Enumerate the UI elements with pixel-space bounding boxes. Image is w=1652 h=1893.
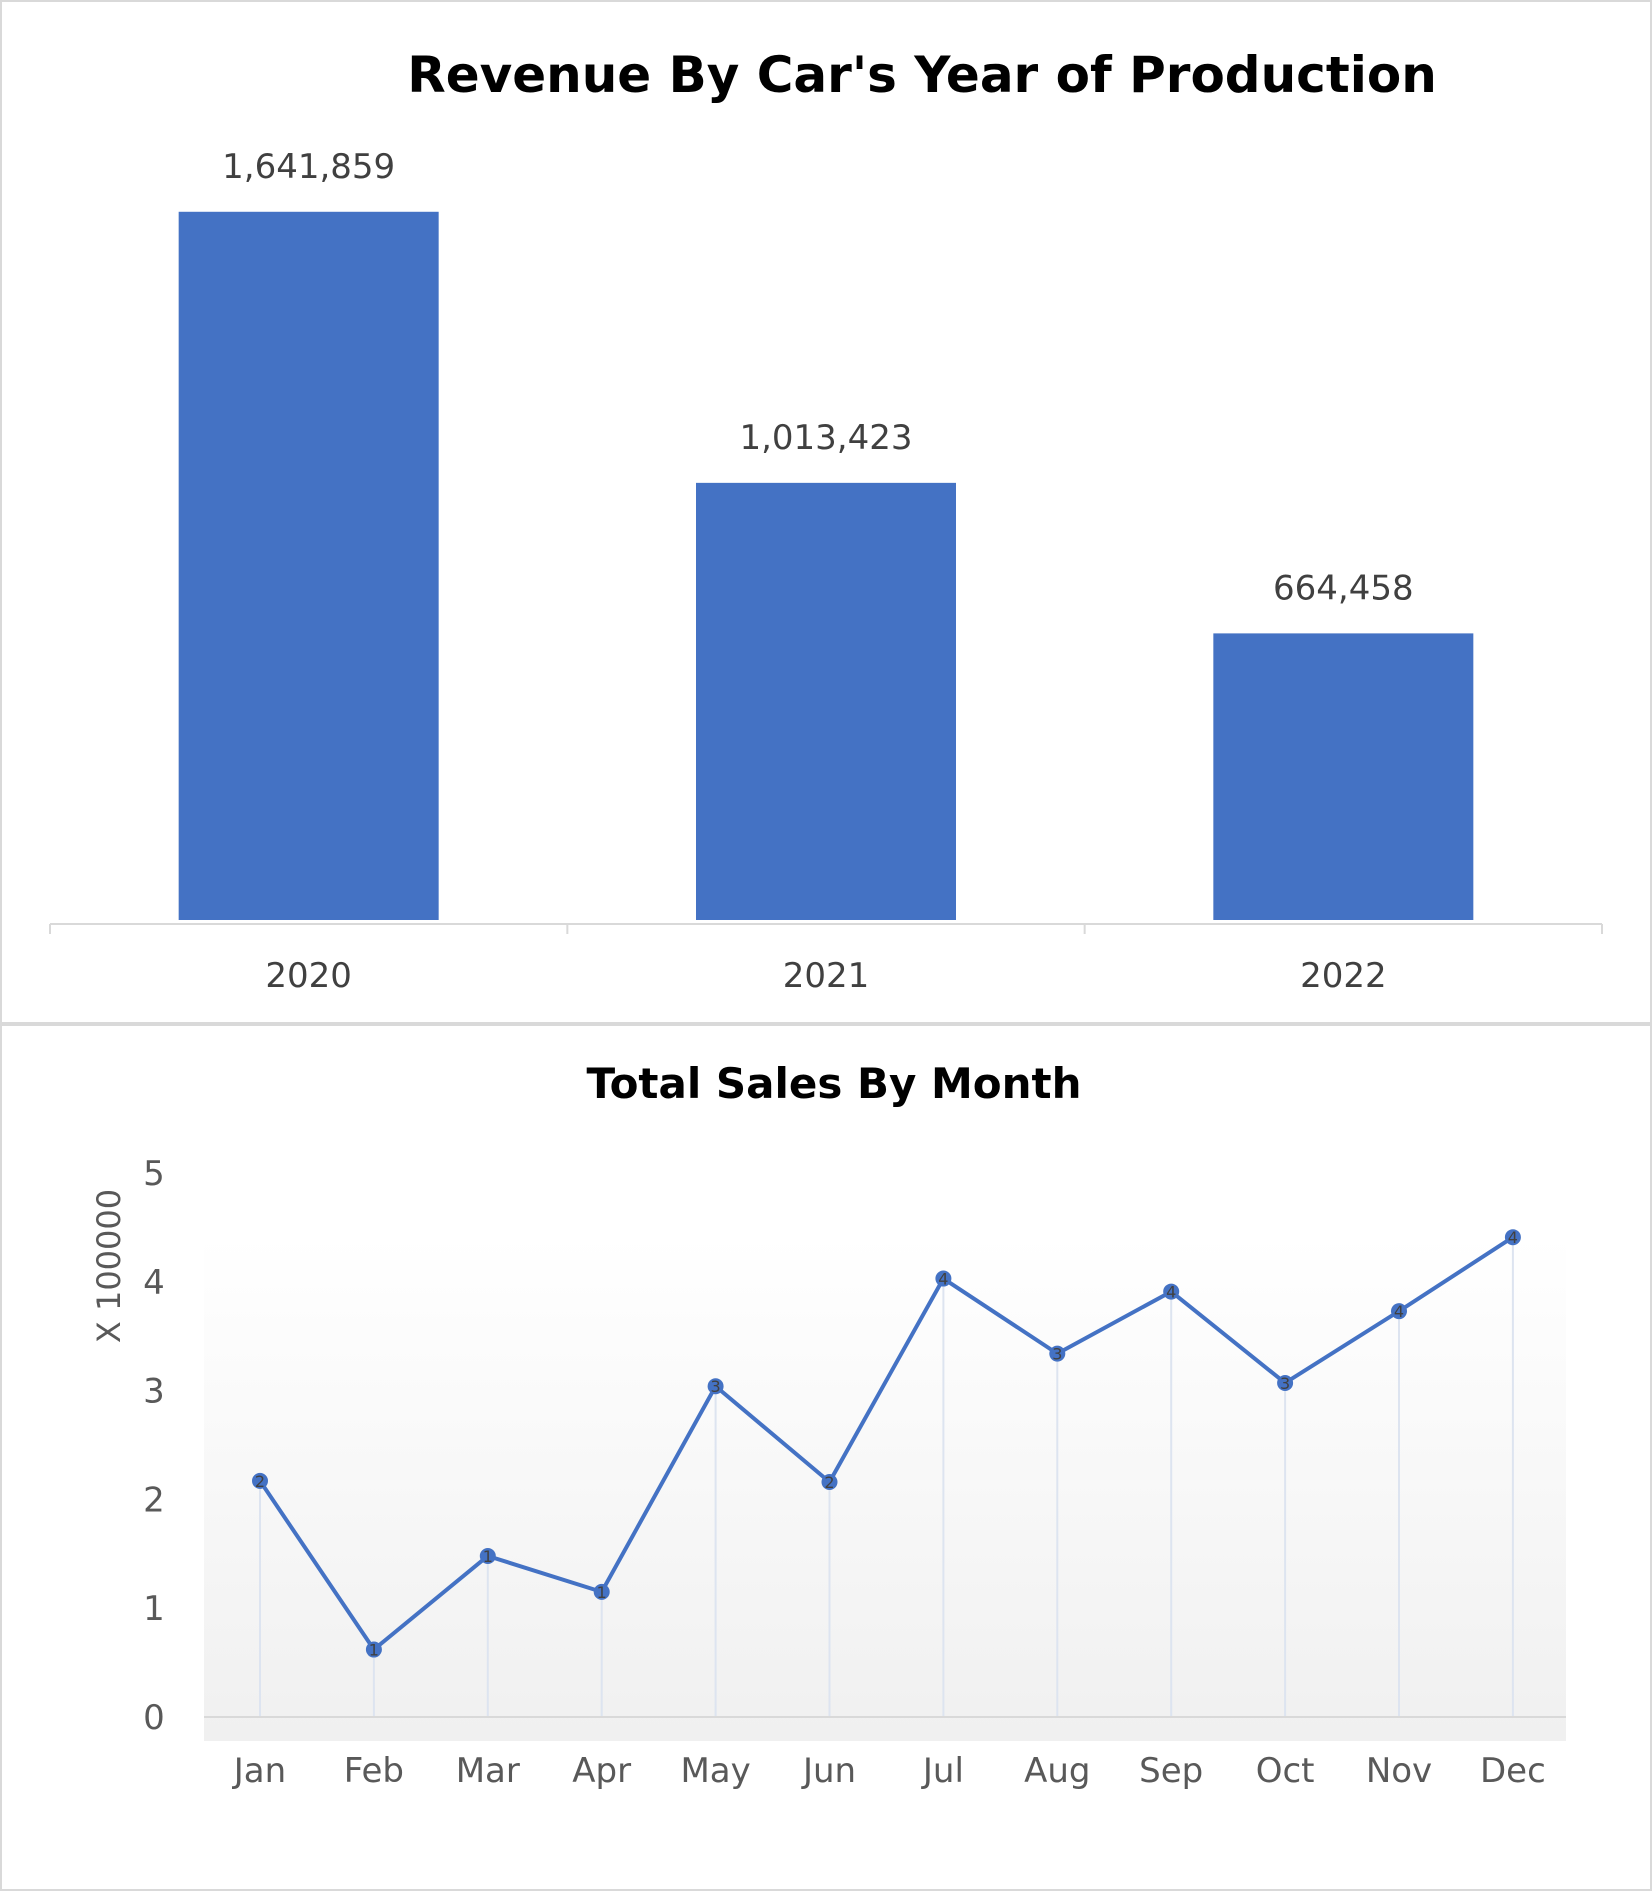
point-label-feb: 1 xyxy=(369,1641,379,1660)
point-oct xyxy=(1277,1374,1294,1391)
x-tick-label-apr: Apr xyxy=(572,1751,631,1791)
x-tick-label-mar: Mar xyxy=(456,1751,520,1791)
point-label-sep: 4 xyxy=(1166,1283,1176,1302)
y-tick-label: 0 xyxy=(143,1698,165,1738)
point-apr xyxy=(593,1583,610,1600)
x-tick-label-2020: 2020 xyxy=(265,956,352,996)
point-label-aug: 3 xyxy=(1052,1345,1062,1364)
point-feb xyxy=(365,1641,382,1658)
x-tick-label-jun: Jun xyxy=(801,1751,856,1791)
y-tick-label: 1 xyxy=(143,1589,165,1629)
monthly-sales-chart-panel: Total Sales By Month X 100000 0 1 2 3 4 5 Jan… xyxy=(0,1024,1652,1891)
point-nov xyxy=(1391,1303,1407,1320)
data-label-2022: 664,458 xyxy=(1273,568,1414,608)
bar-2022 xyxy=(1213,633,1474,920)
data-label-2021: 1,013,423 xyxy=(739,418,912,458)
point-label-dec: 4 xyxy=(1508,1228,1518,1247)
point-sep xyxy=(1163,1283,1180,1300)
x-tick-label-jul: Jul xyxy=(921,1751,964,1791)
y-tick-label: 4 xyxy=(143,1263,165,1303)
point-may xyxy=(707,1378,724,1395)
point-label-mar: 1 xyxy=(483,1547,493,1566)
point-dec xyxy=(1504,1229,1521,1246)
x-tick-label-oct: Oct xyxy=(1256,1751,1315,1791)
plot-area xyxy=(204,1236,1566,1741)
revenue-bar-chart: Revenue By Car's Year of Production 1,64… xyxy=(49,46,1603,996)
y-tick-label: 5 xyxy=(143,1154,165,1194)
point-label-oct: 3 xyxy=(1280,1374,1290,1393)
x-tick-label-jan: Jan xyxy=(232,1751,286,1791)
point-jul xyxy=(935,1270,952,1287)
x-tick-label-nov: Nov xyxy=(1366,1751,1432,1791)
x-tick-label-feb: Feb xyxy=(344,1751,404,1791)
monthly-sales-line-chart: Total Sales By Month X 100000 0 1 2 3 4 5 Jan… xyxy=(90,1059,1566,1791)
point-label-jul: 4 xyxy=(938,1270,948,1289)
data-label-2020: 1,641,859 xyxy=(222,147,395,187)
x-tick-label-2022: 2022 xyxy=(1300,956,1387,996)
x-tick-label-sep: Sep xyxy=(1139,1751,1203,1791)
point-aug xyxy=(1049,1345,1066,1362)
bar-2020 xyxy=(178,211,439,920)
bar-2021 xyxy=(696,482,956,920)
x-tick-label-2021: 2021 xyxy=(783,956,870,996)
point-label-may: 3 xyxy=(711,1377,721,1396)
point-label-jan: 2 xyxy=(255,1472,265,1491)
point-mar xyxy=(479,1547,496,1564)
point-label-nov: 4 xyxy=(1394,1302,1404,1321)
point-jun xyxy=(821,1473,838,1490)
chart-title: Total Sales By Month xyxy=(587,1059,1082,1108)
y-axis-label: X 100000 xyxy=(90,1189,128,1343)
x-tick-label-dec: Dec xyxy=(1480,1751,1546,1791)
point-jan xyxy=(252,1472,268,1489)
x-tick-label-aug: Aug xyxy=(1024,1751,1090,1791)
point-label-apr: 1 xyxy=(597,1583,607,1602)
revenue-chart-panel: Revenue By Car's Year of Production 1,64… xyxy=(0,0,1652,1024)
y-tick-label: 2 xyxy=(143,1480,165,1520)
x-tick-label-may: May xyxy=(680,1751,750,1791)
point-label-jun: 2 xyxy=(824,1473,834,1492)
y-tick-label: 3 xyxy=(143,1372,165,1412)
sales-series-line xyxy=(258,1235,1514,1652)
chart-title: Revenue By Car's Year of Production xyxy=(407,46,1437,104)
